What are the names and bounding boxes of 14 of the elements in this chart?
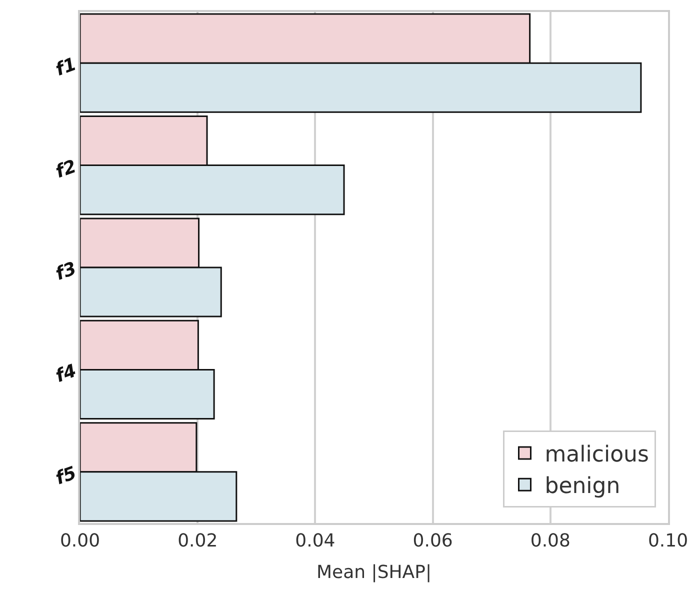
legend-label: malicious <box>544 442 649 468</box>
x-tick-label: 0.04 <box>295 530 336 552</box>
x-tick-label: 0.00 <box>60 530 100 552</box>
y-tick-label: f1 <box>52 54 80 81</box>
x-tick-label: 0.06 <box>412 530 453 552</box>
y-tick-label: f4 <box>52 360 80 388</box>
x-tick-label: 0.02 <box>178 530 218 552</box>
x-tick-label: 0.10 <box>648 530 688 552</box>
y-tick-label: f2 <box>52 156 80 183</box>
x-tick-label: 0.08 <box>530 530 570 552</box>
legend-label: benign <box>544 474 620 500</box>
x-axis-title: Mean |SHAP| <box>316 562 432 584</box>
y-tick-label: f3 <box>52 258 80 285</box>
y-tick-label: f5 <box>52 462 80 490</box>
